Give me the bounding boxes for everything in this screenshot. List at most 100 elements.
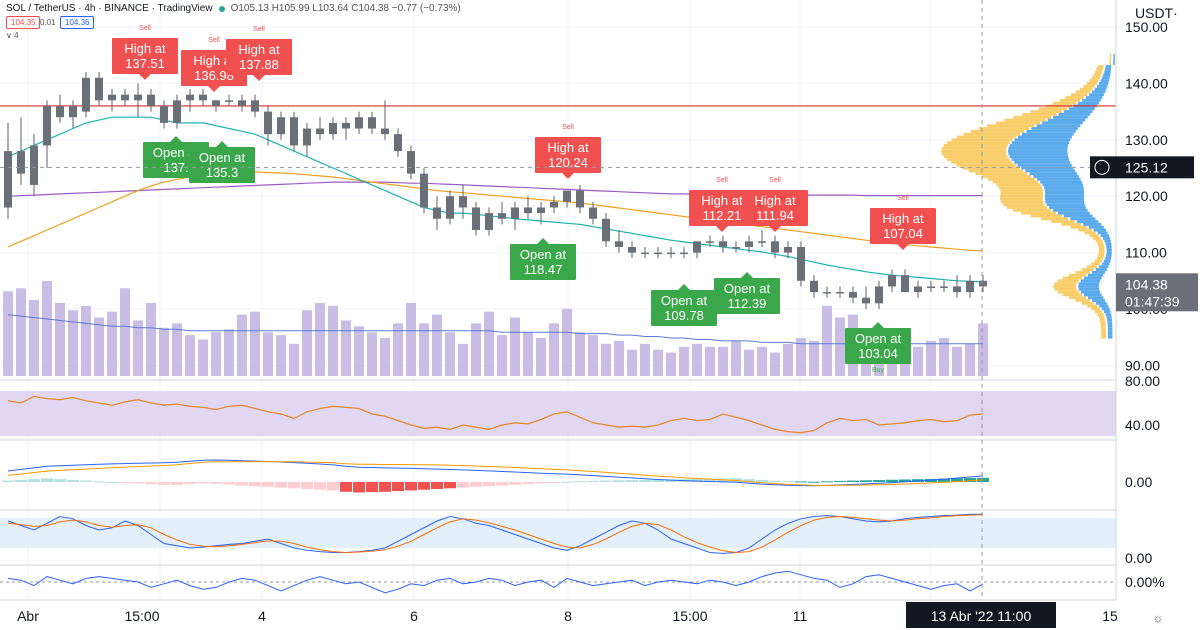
time-tick: 8: [564, 608, 572, 624]
symbol-title[interactable]: SOL / TetherUS · 4h · BINANCE · TradingV…: [6, 3, 213, 14]
macd-hist-bar: [795, 481, 807, 483]
candle-body: [56, 105, 64, 118]
vp-bar-blue: [1080, 290, 1101, 294]
macd-hist-bar: [262, 482, 274, 487]
vp-bar-orange: [1098, 248, 1105, 252]
candle-body: [238, 100, 246, 106]
vp-bar-orange: [1093, 237, 1101, 240]
volume-bar: [952, 346, 962, 376]
vp-bar-orange: [1098, 245, 1105, 249]
macd-hist-bar: [821, 481, 833, 483]
vp-bar-orange: [1021, 211, 1056, 215]
vp-bar-blue: [1107, 332, 1113, 336]
candle-body: [563, 190, 571, 202]
candle-body: [537, 207, 545, 214]
volume-bar: [926, 340, 936, 376]
ma-long-line: [7, 181, 983, 197]
vp-bar-blue: [1045, 191, 1085, 195]
macd-hist-bar: [93, 481, 105, 483]
vp-bar-blue: [1044, 194, 1085, 198]
volume-bar: [172, 323, 182, 376]
candle-body: [95, 77, 103, 101]
macd-hist-bar: [561, 481, 573, 483]
price-axis[interactable]: 150.00140.00130.00120.00110.00100.0090.0…: [1090, 0, 1198, 600]
candle-body: [186, 94, 194, 101]
vp-bar-orange: [1000, 194, 1043, 198]
volume-bar: [783, 343, 793, 376]
signal-box: [535, 137, 601, 173]
volume-bar: [224, 329, 234, 376]
moving-averages: [0, 105, 1116, 283]
bid-price-box[interactable]: 104.35: [6, 16, 41, 29]
ask-price-box[interactable]: 104.36: [60, 16, 95, 29]
candle-body: [641, 252, 649, 255]
candle-body: [706, 241, 714, 243]
macd-hist-bar: [288, 482, 300, 489]
volume-bar: [29, 300, 39, 376]
vp-bar-blue: [1107, 324, 1113, 328]
vp-bar-orange: [1098, 251, 1105, 254]
vp-bar-orange: [1093, 73, 1102, 77]
macd-hist-bar: [2, 480, 14, 482]
macd-hist-bar: [873, 480, 885, 482]
volume-bar: [341, 320, 351, 376]
signal-text: 112.21: [703, 208, 742, 223]
volume-bar: [523, 332, 533, 376]
vp-bar-blue: [1106, 316, 1112, 319]
macd-hist-bar: [431, 482, 443, 489]
vp-bar-orange: [1101, 335, 1106, 339]
vp-bar-blue: [1100, 234, 1110, 238]
vp-bar-blue: [1084, 293, 1102, 297]
vp-bar-blue: [1068, 107, 1095, 111]
macd-hist-bar: [613, 480, 625, 482]
vp-bar-blue: [1040, 180, 1082, 184]
vp-bar-blue: [1107, 335, 1113, 339]
macd-hist-bar: [626, 480, 638, 482]
vp-bar-orange: [1075, 270, 1090, 274]
volume-bar: [146, 302, 156, 376]
candle-body: [979, 280, 987, 287]
vp-bar-blue: [1099, 304, 1109, 308]
volume-bar: [263, 332, 273, 376]
candle-body: [849, 292, 857, 298]
vp-bar-blue: [1052, 208, 1088, 212]
vp-bar-orange: [1054, 287, 1077, 291]
volume-bar: [666, 352, 676, 376]
macd-hist-bar: [366, 482, 378, 493]
indicators-toggle[interactable]: ∨ 4: [6, 31, 19, 40]
vp-bar-orange: [992, 180, 1039, 184]
rsi-tick: 40.00: [1125, 417, 1160, 433]
vp-bar-blue: [1017, 135, 1072, 139]
vp-bar-blue: [1045, 200, 1085, 204]
vp-bar-orange: [1013, 208, 1051, 212]
time-axis[interactable]: Abr 15:00 4 6 8 15:00 11 15 13 Abr '22 11:00 ☼: [17, 602, 1164, 628]
ohlc-values: O105.13 H105.99 L103.64 C104.38 −0.77 (−…: [230, 3, 461, 14]
macd-hist-bar: [80, 480, 92, 482]
symbol-legend[interactable]: SOL / TetherUS · 4h · BINANCE · TradingV…: [6, 3, 461, 14]
macd-hist-bar: [483, 482, 495, 487]
current-price-tag: [1116, 273, 1198, 312]
vp-bar-blue: [1087, 296, 1104, 300]
signal-text: High at: [882, 211, 924, 226]
candle-body: [420, 173, 428, 208]
macd-hist-bar: [782, 481, 794, 483]
signal-pointer: [253, 75, 265, 81]
signal-text: 103.04: [858, 346, 898, 361]
volume-bar: [640, 343, 650, 376]
current-price: 104.38: [1125, 276, 1168, 292]
volume-bar: [471, 323, 481, 376]
time-tick: 4: [258, 608, 266, 624]
vp-bar-orange: [995, 121, 1041, 125]
volume-bar: [94, 317, 104, 376]
vp-bar-blue: [1113, 56, 1115, 60]
vp-bar-blue: [1078, 282, 1100, 286]
vp-bar-blue: [1104, 70, 1111, 74]
vp-bar-blue: [1107, 327, 1113, 331]
vp-bar-orange: [1030, 214, 1062, 218]
vp-bar-orange: [1097, 65, 1104, 68]
macd-hist-bar: [470, 482, 482, 487]
